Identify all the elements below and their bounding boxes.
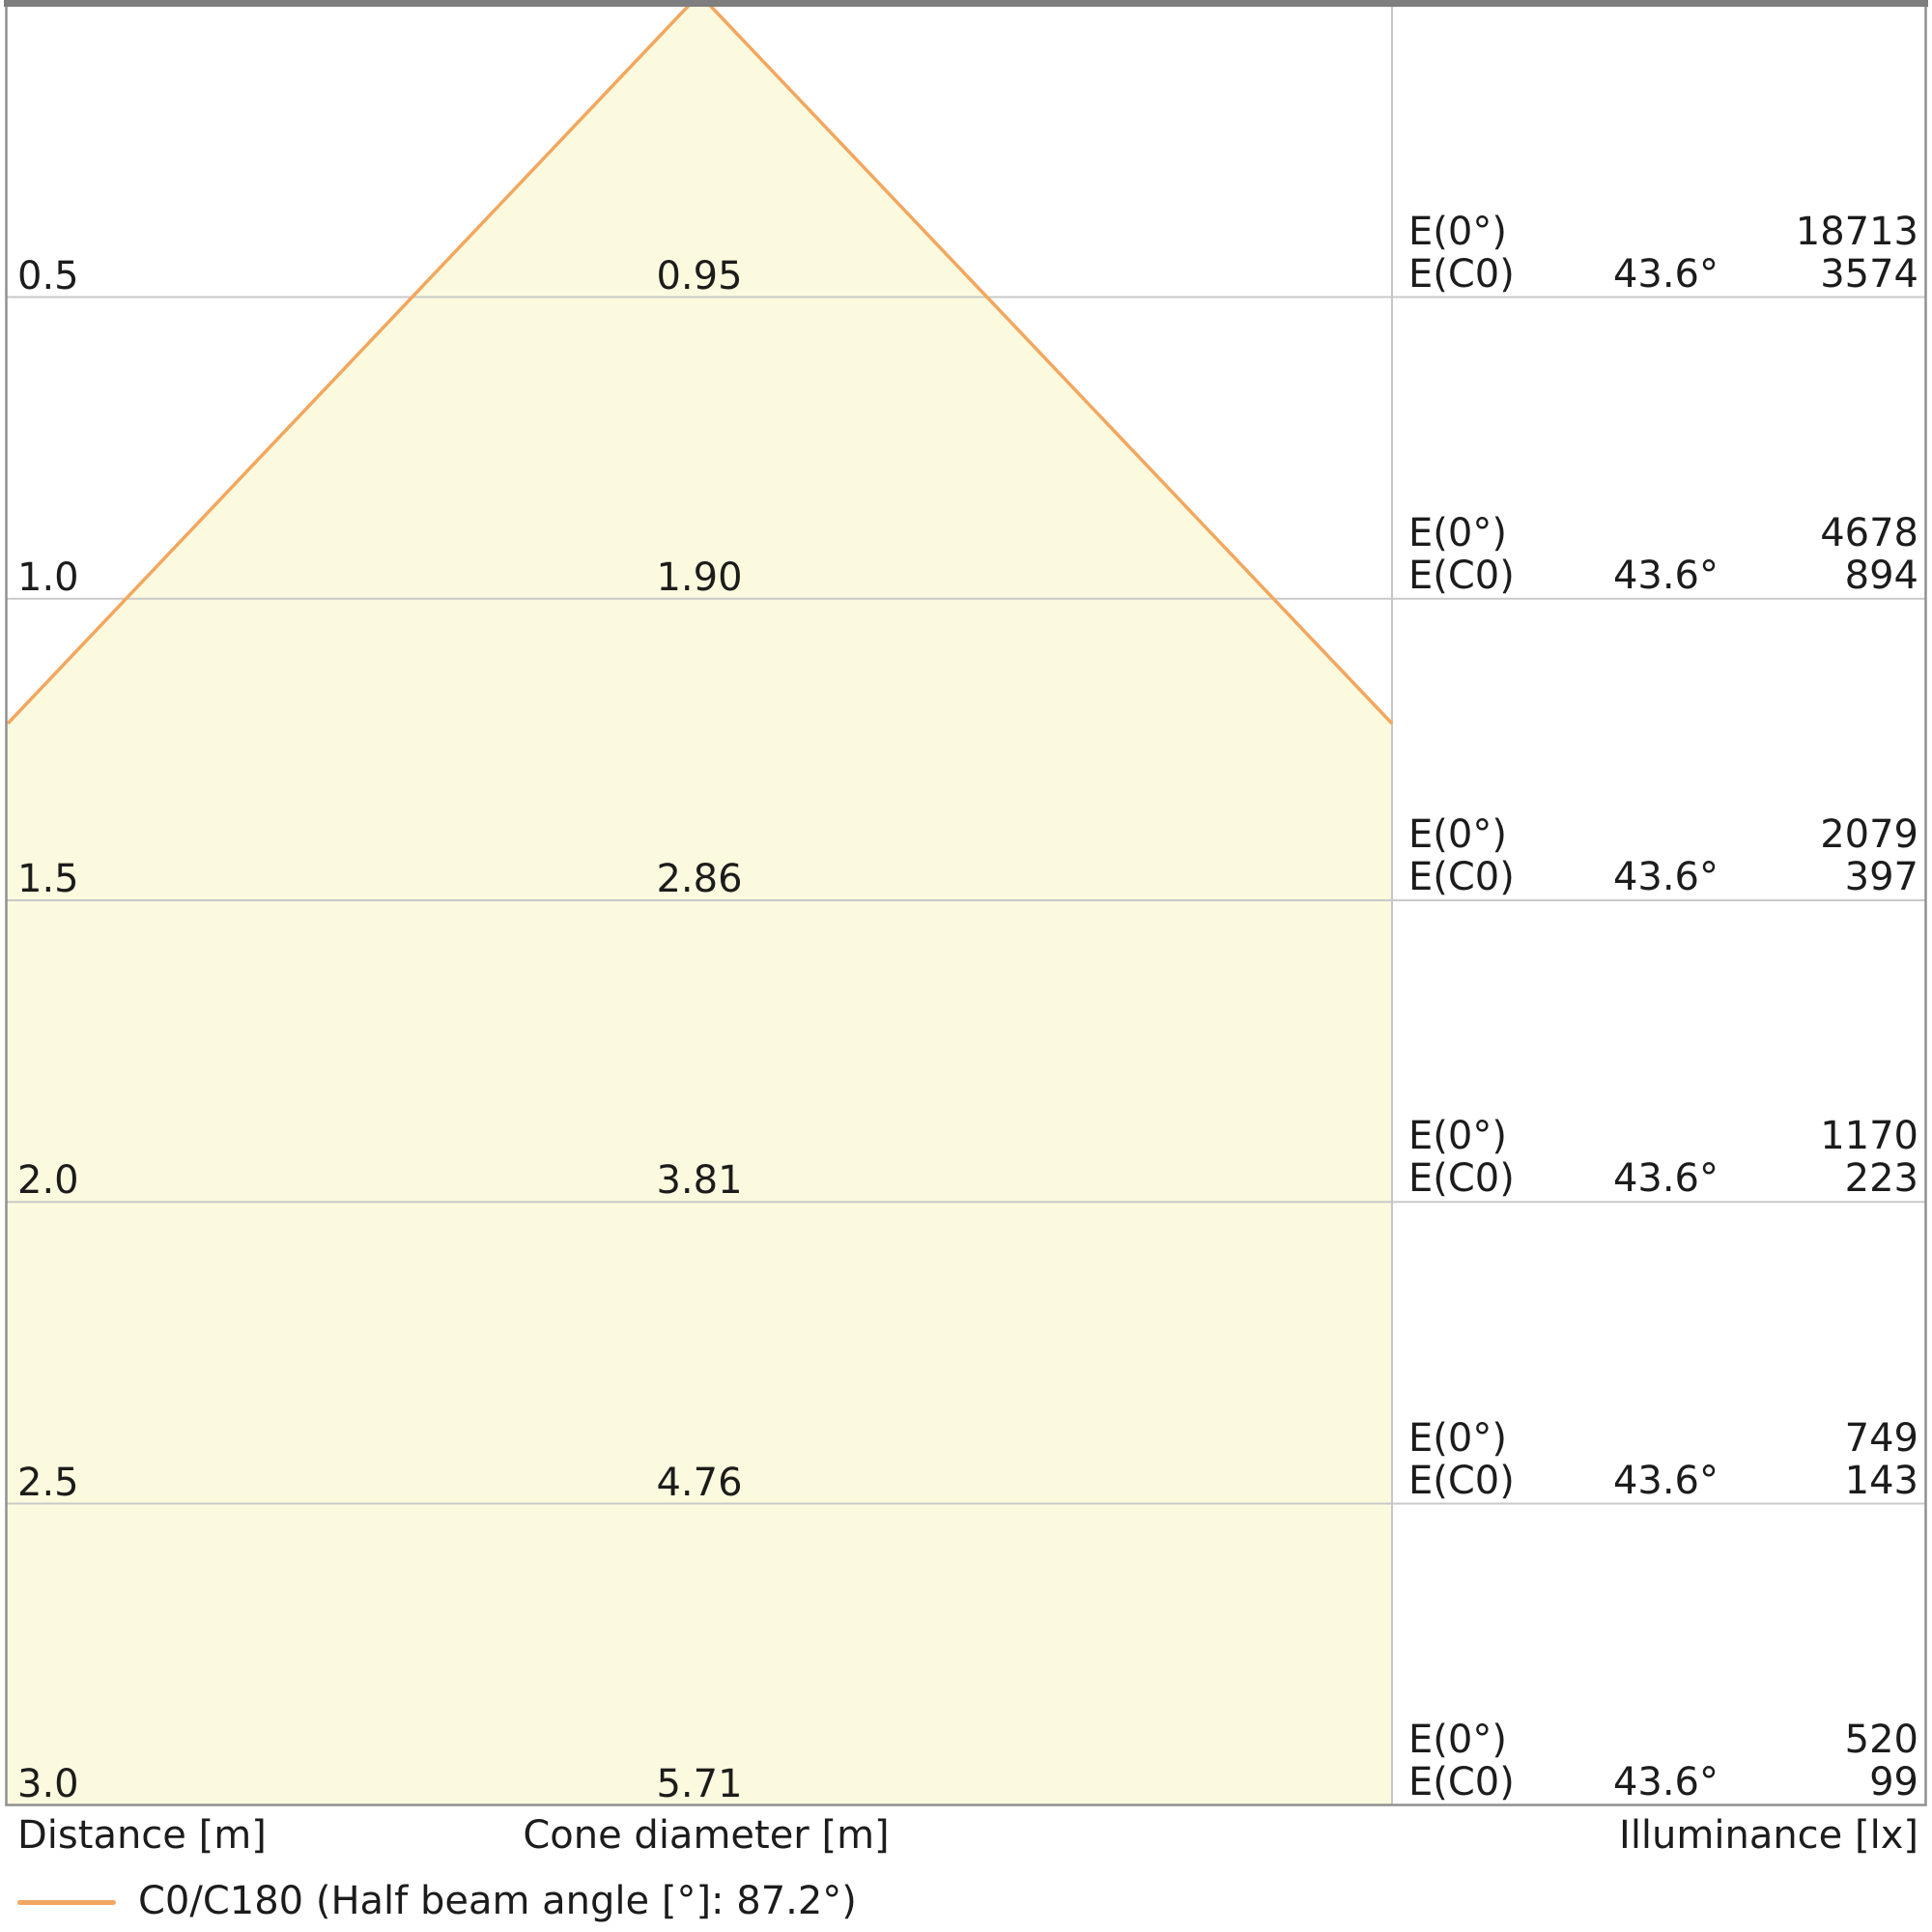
legend-line-swatch [17, 1900, 116, 1905]
beam-angle-value: 43.6° [1612, 1156, 1719, 1202]
ec0-value: 3574 [1820, 251, 1918, 297]
e0-label: E(0°) [1408, 1415, 1507, 1461]
e0-label: E(0°) [1408, 209, 1507, 254]
e0-label: E(0°) [1408, 510, 1507, 555]
ec0-value: 143 [1844, 1458, 1918, 1503]
e0-label: E(0°) [1408, 1114, 1507, 1159]
e0-value: 2079 [1820, 812, 1918, 857]
legend: C0/C180 (Half beam angle [°]: 87.2°) [0, 1880, 1932, 1928]
e0-label: E(0°) [1408, 812, 1507, 857]
ec0-value: 223 [1844, 1156, 1918, 1202]
ec0-value: 894 [1844, 553, 1918, 598]
cone-diameter-label: 4.76 [656, 1460, 743, 1505]
cone-fill [8, 4, 1392, 1804]
beam-angle-value: 43.6° [1612, 1759, 1719, 1804]
cone-diameter-label: 1.90 [656, 554, 743, 600]
distance-tick-label: 1.0 [17, 554, 79, 600]
distance-tick-label: 1.5 [17, 857, 79, 901]
ec0-label: E(C0) [1408, 1458, 1515, 1503]
cone-diameter-label: 2.86 [656, 857, 743, 901]
e0-value: 4678 [1820, 510, 1918, 555]
ec0-value: 397 [1844, 855, 1918, 899]
distance-tick-label: 2.5 [17, 1460, 79, 1505]
ec0-label: E(C0) [1408, 1156, 1515, 1202]
cone-diameter-axis-label: Cone diameter [m] [523, 1813, 890, 1858]
ec0-label: E(C0) [1408, 855, 1515, 899]
axis-labels-row: Distance [m] Cone diameter [m] Illuminan… [0, 1814, 1932, 1861]
ec0-label: E(C0) [1408, 1759, 1515, 1804]
cone-diameter-label: 5.71 [656, 1761, 743, 1806]
distance-tick-label: 0.5 [17, 253, 79, 298]
distance-axis-label: Distance [m] [17, 1813, 267, 1858]
cone-diameter-label: 3.81 [656, 1158, 743, 1204]
legend-label: C0/C180 (Half beam angle [°]: 87.2°) [138, 1879, 857, 1923]
e0-value: 1170 [1820, 1114, 1918, 1159]
cone-diameter-label: 0.95 [656, 253, 743, 298]
beam-angle-value: 43.6° [1612, 855, 1719, 899]
distance-tick-label: 2.0 [17, 1158, 79, 1204]
beam-angle-value: 43.6° [1612, 553, 1719, 598]
illuminance-axis-label: Illuminance [lx] [1619, 1813, 1918, 1858]
e0-label: E(0°) [1408, 1717, 1507, 1762]
ec0-label: E(C0) [1408, 553, 1515, 598]
cone-edge-line [7, 4, 1394, 725]
ec0-value: 99 [1869, 1759, 1918, 1804]
e0-value: 520 [1844, 1717, 1918, 1762]
beam-angle-value: 43.6° [1612, 251, 1719, 297]
beam-angle-value: 43.6° [1612, 1458, 1719, 1503]
ec0-label: E(C0) [1408, 251, 1515, 297]
distance-tick-label: 3.0 [17, 1761, 79, 1806]
e0-value: 749 [1844, 1415, 1918, 1461]
e0-value: 18713 [1795, 209, 1918, 254]
